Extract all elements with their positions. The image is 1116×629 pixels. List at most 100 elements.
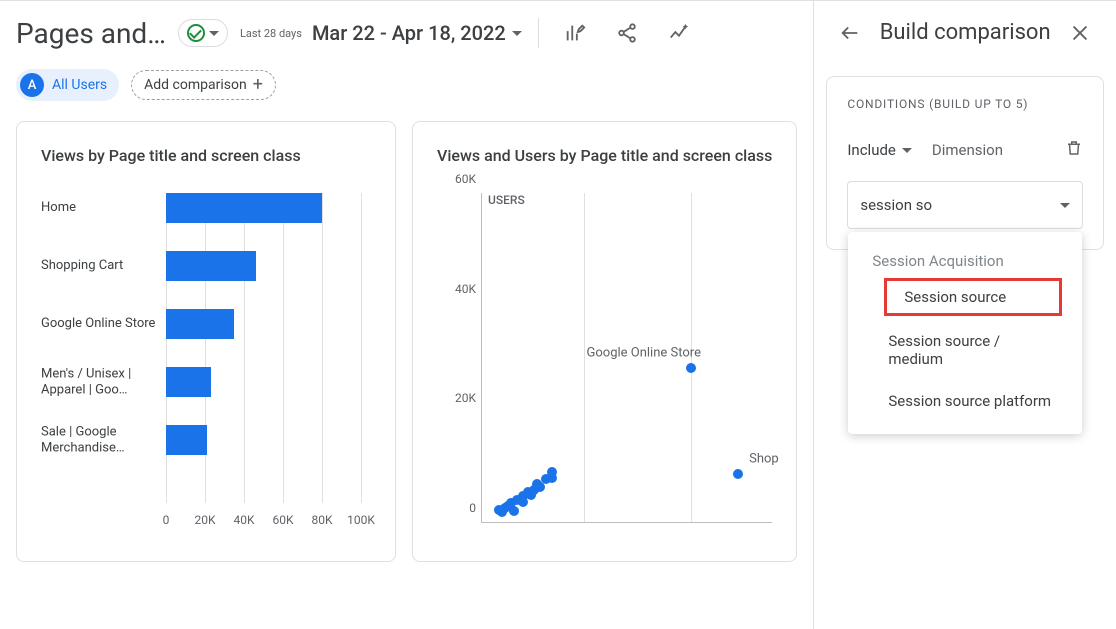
panel-header: Build comparison (814, 0, 1116, 64)
x-tick-label: 40K (233, 513, 254, 527)
gridline (584, 193, 585, 522)
page-title: Pages and… (16, 17, 166, 50)
scatter-annotation: Shop (749, 451, 779, 466)
bar-chart: 020K40K60K80K100KHomeShopping CartGoogle… (41, 193, 371, 533)
dropdown-group-label: Session Acquisition (848, 240, 1082, 276)
bar-label: Home (41, 200, 156, 216)
scatter-point[interactable] (733, 469, 743, 479)
bar-rect[interactable] (166, 193, 322, 223)
gridline (244, 193, 245, 503)
dimension-dropdown: Session Acquisition Session source Sessio… (848, 232, 1082, 434)
bar-rect[interactable] (166, 251, 256, 281)
sparkle-trend-icon (668, 22, 690, 44)
x-tick-label: 80K (311, 513, 332, 527)
include-exclude-selector[interactable]: Include (847, 141, 912, 159)
views-bar-chart-card: Views by Page title and screen class 0 20… (16, 121, 396, 562)
include-label: Include (847, 141, 896, 159)
y-tick-label: 20K (455, 391, 482, 405)
trash-icon (1065, 139, 1083, 157)
cards-row: Views by Page title and screen class 0 20… (16, 121, 797, 562)
scatter-point[interactable] (518, 497, 528, 507)
panel-body: Conditions (build up to 5) Include Dimen… (814, 64, 1116, 262)
divider (538, 18, 539, 48)
x-tick-label: 60K (272, 513, 293, 527)
date-range-text: Mar 22 - Apr 18, 2022 (312, 21, 506, 45)
card-title: Views and Users by Page title and screen… (437, 146, 772, 165)
bar-label: Sale | Google Merchandise… (41, 424, 156, 455)
dimension-input-value: session so (860, 196, 932, 214)
scatter-point[interactable] (509, 506, 519, 516)
x-tick-label: 0 (163, 513, 170, 527)
chart-edit-icon (564, 22, 586, 44)
close-icon (1069, 22, 1091, 44)
scatter-plot-area: USERS 020K40K60KGoogle Online StoreShop (481, 193, 772, 523)
gridline (361, 193, 362, 503)
bar-row: Google Online Store (166, 309, 361, 339)
dropdown-item[interactable]: Session source (884, 278, 1062, 316)
bar-row: Sale | Google Merchandise… (166, 425, 361, 455)
gridline (205, 193, 206, 503)
customize-report-button[interactable] (555, 13, 595, 53)
bar-rect[interactable] (166, 425, 207, 455)
card-title: Views by Page title and screen class (41, 146, 371, 165)
bar-row: Men's / Unisex | Apparel | Goo… (166, 367, 361, 397)
dropdown-item[interactable]: Session source / medium (848, 320, 1082, 380)
comparison-chips-row: A All Users Add comparison + (16, 65, 797, 121)
chevron-down-icon (512, 31, 522, 36)
segment-label: All Users (52, 77, 107, 93)
share-icon (616, 22, 638, 44)
bar-label: Men's / Unisex | Apparel | Goo… (41, 366, 156, 397)
condition-row: Include Dimension (847, 139, 1083, 161)
x-tick-label: 100K (347, 513, 375, 527)
bar-label: Google Online Store (41, 316, 156, 332)
all-users-chip[interactable]: A All Users (16, 69, 119, 101)
conditions-card: Conditions (build up to 5) Include Dimen… (826, 76, 1104, 250)
topbar: Pages and… Last 28 days Mar 22 - Apr 18,… (16, 1, 797, 65)
gridline (322, 193, 323, 503)
arrow-left-icon (839, 22, 861, 44)
bar-rect[interactable] (166, 367, 211, 397)
bar-row: Shopping Cart (166, 251, 361, 281)
date-range-absolute: Mar 22 - Apr 18, 2022 (312, 21, 522, 45)
dimension-label: Dimension (932, 141, 1003, 159)
chevron-down-icon (209, 31, 219, 36)
chevron-down-icon (902, 148, 912, 153)
conditions-heading: Conditions (build up to 5) (847, 97, 1083, 111)
gridline (283, 193, 284, 503)
share-button[interactable] (607, 13, 647, 53)
add-comparison-button[interactable]: Add comparison + (131, 70, 276, 100)
segment-letter-badge: A (20, 73, 44, 97)
back-button[interactable] (830, 13, 870, 53)
delete-condition-button[interactable] (1065, 139, 1083, 161)
views-users-scatter-card: Views and Users by Page title and screen… (412, 121, 797, 562)
dropdown-item[interactable]: Session source platform (848, 380, 1082, 422)
panel-title: Build comparison (870, 20, 1060, 45)
dimension-select[interactable]: session so Session Acquisition Session s… (847, 181, 1083, 229)
bar-row: Home (166, 193, 361, 223)
bar-label: Shopping Cart (41, 258, 156, 274)
bar-chart-plot-area: 020K40K60K80K100KHomeShopping CartGoogle… (166, 193, 361, 503)
bar-rect[interactable] (166, 309, 234, 339)
gridline (166, 193, 167, 503)
add-comparison-label: Add comparison (144, 77, 247, 93)
main-content: Pages and… Last 28 days Mar 22 - Apr 18,… (0, 0, 813, 629)
build-comparison-panel: Build comparison Conditions (build up to… (813, 0, 1116, 629)
scatter-point[interactable] (686, 363, 696, 373)
scatter-annotation: Google Online Store (587, 346, 701, 361)
y-axis-title: USERS (488, 193, 525, 207)
close-panel-button[interactable] (1060, 13, 1100, 53)
y-tick-label: 60K (455, 172, 482, 186)
y-tick-label: 40K (455, 282, 482, 296)
plus-icon: + (253, 78, 263, 92)
y-tick-label: 0 (469, 501, 482, 515)
check-circle-icon (187, 24, 205, 42)
scatter-point[interactable] (547, 467, 557, 477)
date-range-picker[interactable]: Last 28 days Mar 22 - Apr 18, 2022 (240, 21, 522, 45)
chevron-down-icon (1060, 203, 1070, 208)
date-range-relative-label: Last 28 days (240, 27, 302, 40)
scatter-chart: USERS 020K40K60KGoogle Online StoreShop (437, 193, 772, 553)
insights-button[interactable] (659, 13, 699, 53)
app-root: Pages and… Last 28 days Mar 22 - Apr 18,… (0, 0, 1116, 629)
status-chip[interactable] (178, 19, 228, 47)
x-tick-label: 20K (194, 513, 215, 527)
